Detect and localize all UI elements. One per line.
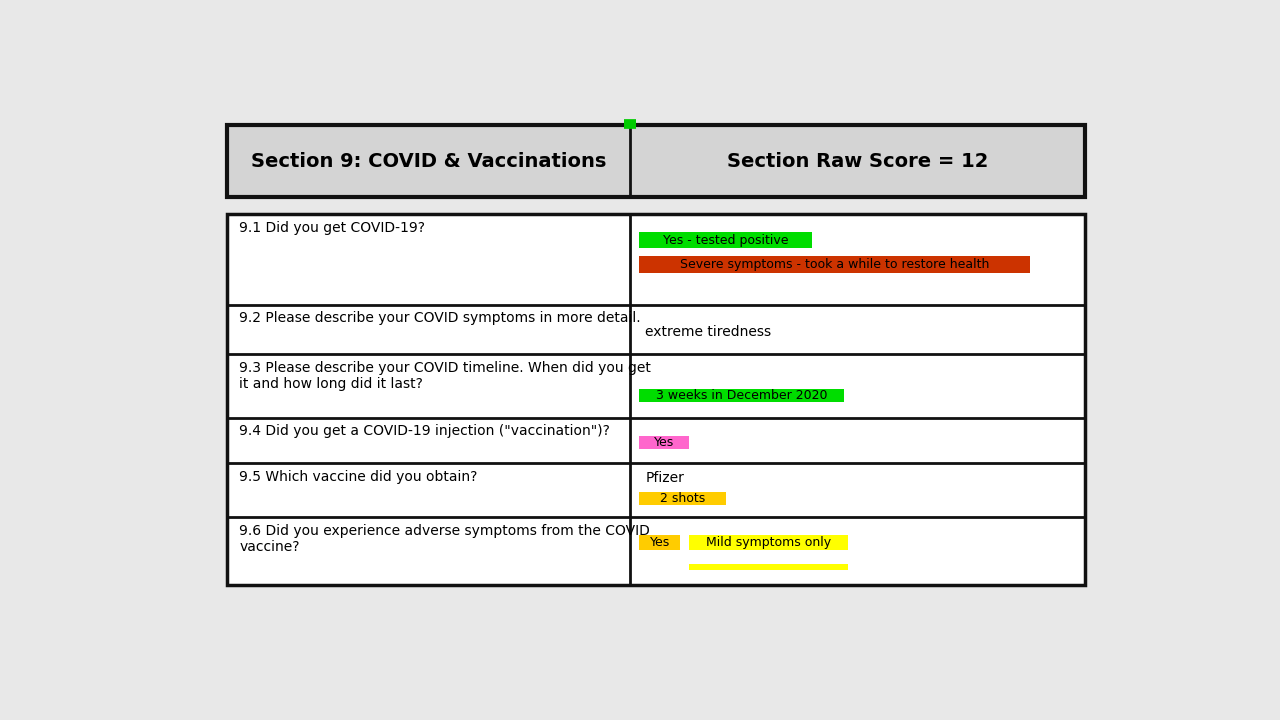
- Text: 9.4 Did you get a COVID-19 injection ("vaccination")?: 9.4 Did you get a COVID-19 injection ("v…: [239, 424, 611, 438]
- FancyBboxPatch shape: [640, 232, 812, 248]
- Text: Severe symptoms - took a while to restore health: Severe symptoms - took a while to restor…: [680, 258, 989, 271]
- Text: Mild symptoms only: Mild symptoms only: [707, 536, 832, 549]
- Text: 9.5 Which vaccine did you obtain?: 9.5 Which vaccine did you obtain?: [239, 469, 477, 484]
- Text: Section Raw Score = 12: Section Raw Score = 12: [727, 152, 988, 171]
- Text: Pfizer: Pfizer: [645, 472, 684, 485]
- FancyBboxPatch shape: [228, 125, 1084, 197]
- FancyBboxPatch shape: [640, 436, 690, 449]
- Text: 9.3 Please describe your COVID timeline. When did you get
it and how long did it: 9.3 Please describe your COVID timeline.…: [239, 361, 652, 391]
- Text: 3 weeks in December 2020: 3 weeks in December 2020: [655, 389, 827, 402]
- Text: 9.2 Please describe your COVID symptoms in more detail.: 9.2 Please describe your COVID symptoms …: [239, 311, 641, 325]
- Text: Section 9: COVID & Vaccinations: Section 9: COVID & Vaccinations: [251, 152, 607, 171]
- FancyBboxPatch shape: [640, 390, 844, 402]
- Text: 9.1 Did you get COVID-19?: 9.1 Did you get COVID-19?: [239, 220, 425, 235]
- FancyBboxPatch shape: [640, 535, 680, 550]
- Text: extreme tiredness: extreme tiredness: [645, 325, 772, 339]
- Text: Yes - tested positive: Yes - tested positive: [663, 234, 788, 247]
- Text: 9.6 Did you experience adverse symptoms from the COVID
vaccine?: 9.6 Did you experience adverse symptoms …: [239, 524, 650, 554]
- Text: Yes: Yes: [654, 436, 675, 449]
- FancyBboxPatch shape: [640, 256, 1030, 273]
- Text: 2 shots: 2 shots: [660, 492, 705, 505]
- Text: Yes: Yes: [650, 536, 669, 549]
- FancyBboxPatch shape: [228, 214, 1084, 585]
- FancyBboxPatch shape: [690, 564, 849, 570]
- FancyBboxPatch shape: [690, 535, 849, 550]
- FancyBboxPatch shape: [640, 492, 726, 505]
